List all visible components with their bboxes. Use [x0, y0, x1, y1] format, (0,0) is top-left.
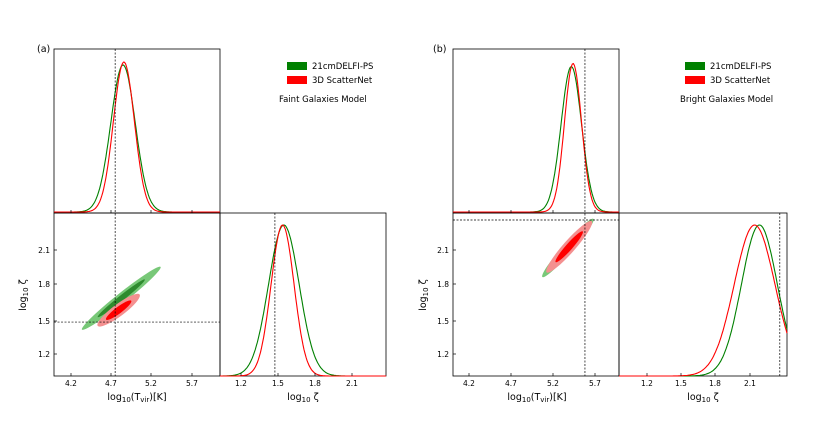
y-tick-label: 1.5: [437, 317, 449, 326]
y-tick-label: 1.2: [38, 350, 50, 359]
joint-frame: [452, 212, 620, 377]
joint-contours: [542, 218, 594, 278]
y-param-x-label: log10 ζ: [687, 392, 719, 404]
y-tick-label: 2.1: [437, 246, 449, 255]
y-tick-label: 1.8: [38, 280, 50, 289]
x-axis-label: log10(Tvir)[K]: [107, 392, 166, 404]
joint-red-inner-contour: [105, 300, 132, 320]
x-tick-label: 4.2: [463, 379, 475, 388]
panel-b: (b) 4.2 4.7 5.2 5.7 1.2 1.5 1.8 2.1: [418, 44, 788, 404]
legend: 21cmDELFI-PS 3D ScatterNet: [287, 62, 373, 86]
y-tick-label: 1.5: [38, 317, 50, 326]
legend-label: 3D ScatterNet: [312, 76, 373, 86]
marginal-x-green-curve: [453, 65, 619, 213]
joint-x-ticks: 4.2 4.7 5.2 5.7: [65, 373, 198, 388]
marginal-x-frame: [53, 48, 221, 214]
truth-lines: [54, 49, 276, 376]
x-tick-label: 2.1: [744, 379, 756, 388]
x-tick-label: 5.7: [589, 379, 601, 388]
joint-y-ticks: 1.2 1.5 1.8 2.1: [437, 246, 456, 359]
x-tick-label: 5.2: [145, 379, 157, 388]
legend-label: 21cmDELFI-PS: [312, 62, 373, 72]
legend-swatch-red: [685, 76, 705, 84]
x-tick-label: 1.2: [641, 379, 653, 388]
marginal-y-x-ticks: 1.2 1.5 1.8 2.1: [641, 373, 756, 388]
marginal-y-curves: [220, 224, 386, 377]
marginal-y-red-curve: [220, 224, 386, 377]
marginal-x-curves: [453, 62, 619, 213]
x-tick-label: 1.5: [675, 379, 687, 388]
x-tick-label: 4.7: [505, 379, 517, 388]
marginal-y-frame: [618, 212, 788, 377]
x-tick-label: 1.5: [272, 379, 284, 388]
x-tick-label: 1.8: [709, 379, 721, 388]
truth-lines: [453, 49, 781, 376]
panel-a: (a) 4.2 4.7 5.2 5.7 1.2 1.5 1.8 2: [18, 44, 387, 404]
marginal-y-green-curve: [220, 224, 386, 377]
legend-label: 3D ScatterNet: [710, 76, 771, 86]
legend-label: 21cmDELFI-PS: [710, 62, 771, 72]
panel-label: (a): [37, 44, 50, 55]
x-axis-label: log10(Tvir)[K]: [507, 392, 566, 404]
marginal-y-red-curve: [619, 224, 788, 377]
x-tick-label: 5.2: [547, 379, 559, 388]
marginal-x-curves: [54, 61, 220, 213]
marginal-x-ticks: [468, 210, 596, 213]
legend: 21cmDELFI-PS 3D ScatterNet: [685, 62, 771, 86]
joint-x-ticks: 4.2 4.7 5.2 5.7: [463, 373, 601, 388]
marginal-x-frame: [452, 48, 620, 214]
marginal-y-green-curve: [619, 224, 788, 377]
y-param-x-label: log10 ζ: [287, 392, 319, 404]
joint-green-inner-contour: [97, 279, 145, 318]
model-label: Bright Galaxies Model: [680, 95, 773, 105]
marginal-y-frame: [219, 212, 387, 377]
panel-label: (b): [433, 44, 446, 55]
marginal-y-x-ticks: 1.2 1.5 1.8 2.1: [235, 373, 358, 388]
y-axis-label: log10 ζ: [418, 279, 430, 311]
x-tick-label: 2.1: [346, 379, 358, 388]
marginal-y-curves: [619, 224, 788, 377]
model-label: Faint Galaxies Model: [279, 95, 367, 105]
legend-swatch-red: [287, 76, 307, 84]
y-tick-label: 1.8: [437, 280, 449, 289]
y-tick-label: 2.1: [38, 246, 50, 255]
y-tick-label: 1.2: [437, 350, 449, 359]
x-tick-label: 1.8: [309, 379, 321, 388]
x-tick-label: 4.2: [65, 379, 77, 388]
joint-y-ticks: 1.2 1.5 1.8 2.1: [38, 246, 57, 359]
marginal-x-red-curve: [453, 62, 619, 213]
x-tick-label: 5.7: [186, 379, 198, 388]
y-axis-label: log10 ζ: [18, 279, 30, 311]
legend-swatch-green: [685, 62, 705, 70]
x-tick-label: 1.2: [235, 379, 247, 388]
joint-contours: [81, 266, 161, 330]
legend-swatch-green: [287, 62, 307, 70]
joint-red-inner-contour: [555, 231, 583, 263]
marginal-x-ticks: [70, 210, 193, 213]
x-tick-label: 4.7: [105, 379, 117, 388]
